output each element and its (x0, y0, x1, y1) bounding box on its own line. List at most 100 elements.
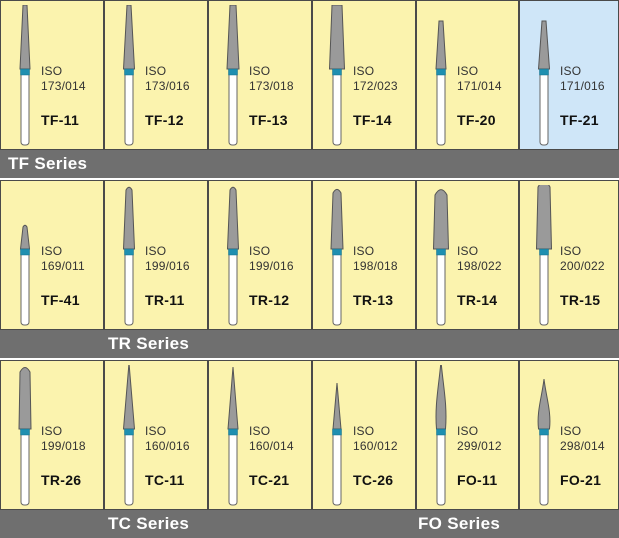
bur-grit-band (539, 428, 549, 436)
iso-prefix: ISO (353, 64, 375, 78)
bur-shank (20, 248, 30, 326)
iso-label: ISO 172/023 (353, 64, 398, 94)
bur-grit-band (228, 68, 238, 76)
product-code: TF-41 (41, 292, 80, 308)
bur-shank (539, 428, 549, 506)
bur-cell: ISO 298/014 FO-21 (519, 360, 619, 510)
bur-grit-band (20, 68, 30, 76)
bur-shank (332, 68, 342, 146)
product-code: TC-11 (145, 472, 185, 488)
bur-grit-band (228, 428, 238, 436)
iso-size: 160/012 (353, 439, 398, 453)
bur-shank (436, 248, 446, 326)
iso-label: ISO 199/016 (249, 244, 294, 274)
bur-cell: ISO 199/016 TR-12 (208, 180, 312, 330)
bur-cell: ISO 198/018 TR-13 (312, 180, 416, 330)
bur-grit-band (332, 428, 342, 436)
iso-prefix: ISO (353, 244, 375, 258)
iso-size: 199/016 (249, 259, 294, 273)
bur-diamond-head (227, 366, 239, 430)
product-code: FO-11 (457, 472, 498, 488)
flame-diamond-bur-icon (435, 365, 447, 506)
iso-label: ISO 160/012 (353, 424, 398, 454)
series-bar: TC Series FO Series (0, 510, 619, 538)
bur-grit-band (539, 68, 549, 76)
iso-size: 200/022 (560, 259, 605, 273)
series-label: TF Series (8, 154, 88, 173)
bur-grit-band (539, 248, 549, 256)
bur-cell: ISO 173/014 TF-11 (0, 0, 104, 150)
product-code: TR-12 (249, 292, 290, 308)
iso-prefix: ISO (457, 64, 479, 78)
tapered-round-diamond-bur-icon (19, 224, 31, 326)
bur-cell: ISO 160/014 TC-21 (208, 360, 312, 510)
product-code: TR-11 (145, 292, 185, 308)
iso-prefix: ISO (560, 424, 582, 438)
iso-size: 298/014 (560, 439, 605, 453)
bur-grit-band (228, 248, 238, 256)
iso-size: 160/016 (145, 439, 190, 453)
iso-size: 171/014 (457, 79, 502, 93)
bur-grit-band (20, 248, 30, 256)
bur-diamond-head (330, 188, 344, 250)
iso-prefix: ISO (560, 64, 582, 78)
iso-size: 198/018 (353, 259, 398, 273)
tapered-round-diamond-bur-icon (432, 189, 450, 326)
product-code: FO-21 (560, 472, 602, 488)
bur-shank (228, 68, 238, 146)
product-code: TR-26 (41, 472, 82, 488)
section-tc-fo: ISO 199/018 TR-26 ISO 160/016 TC-11 ISO 160… (0, 360, 619, 538)
bur-cell: ISO 169/011 TF-41 (0, 180, 104, 330)
iso-label: ISO 171/014 (457, 64, 502, 94)
bur-diamond-head (226, 186, 240, 250)
bur-diamond-head (535, 185, 553, 250)
bur-shank (124, 248, 134, 326)
iso-size: 199/016 (145, 259, 190, 273)
iso-size: 173/016 (145, 79, 190, 93)
iso-label: ISO 173/016 (145, 64, 190, 94)
bur-shank (20, 428, 30, 506)
bur-grit-band (436, 68, 446, 76)
tapered-conical-diamond-bur-icon (227, 366, 239, 506)
iso-size: 173/014 (41, 79, 86, 93)
tapered-flat-diamond-bur-icon (328, 5, 346, 146)
bur-shank (124, 428, 134, 506)
bur-grit-band (124, 248, 134, 256)
product-code: TR-13 (353, 292, 394, 308)
iso-prefix: ISO (145, 244, 167, 258)
bur-shank (539, 248, 549, 326)
product-code: TF-20 (457, 112, 496, 128)
bur-diamond-head (19, 224, 31, 250)
tapered-round-diamond-bur-icon (330, 188, 344, 326)
iso-label: ISO 299/012 (457, 424, 502, 454)
bur-shank (436, 68, 446, 146)
tapered-round-diamond-bur-icon (226, 186, 240, 326)
iso-prefix: ISO (249, 244, 271, 258)
bur-cell: ISO 199/016 TR-11 (104, 180, 208, 330)
series-label: TC Series (108, 514, 190, 533)
bur-shank (436, 428, 446, 506)
tapered-round-diamond-bur-icon (535, 185, 553, 326)
iso-prefix: ISO (457, 244, 479, 258)
tapered-flat-diamond-bur-icon (122, 5, 136, 146)
tapered-round-diamond-bur-icon (122, 186, 136, 326)
bur-shank (539, 68, 549, 146)
bur-grit-band (124, 428, 134, 436)
bur-cell: ISO 160/012 TC-26 (312, 360, 416, 510)
iso-label: ISO 160/014 (249, 424, 294, 454)
bur-cell: ISO 299/012 FO-11 (416, 360, 519, 510)
product-code: TF-14 (353, 112, 392, 128)
product-code: TC-21 (249, 472, 290, 488)
iso-label: ISO 200/022 (560, 244, 605, 274)
bur-cell: ISO 160/016 TC-11 (104, 360, 208, 510)
bur-cell: ISO 171/014 TF-20 (416, 0, 519, 150)
iso-label: ISO 199/018 (41, 424, 86, 454)
bur-diamond-head (18, 367, 32, 430)
bur-grit-band (436, 428, 446, 436)
series-label: TR Series (108, 334, 190, 353)
iso-label: ISO 199/016 (145, 244, 190, 274)
iso-size: 169/011 (41, 259, 85, 273)
iso-label: ISO 169/011 (41, 244, 85, 274)
iso-size: 199/018 (41, 439, 86, 453)
